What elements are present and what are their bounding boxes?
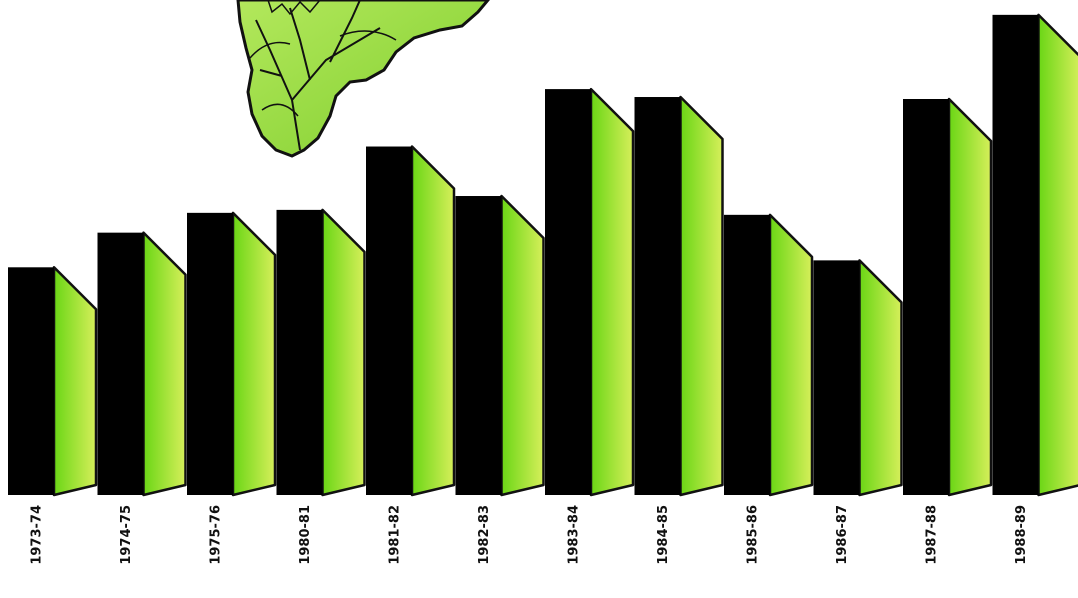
bar-front-face: [903, 99, 949, 495]
bar-front-face: [8, 267, 54, 495]
bar-side-face: [860, 260, 902, 495]
bar-side-face: [54, 267, 96, 495]
bar: [993, 15, 1078, 495]
leaf-shape: [238, 0, 488, 156]
bar-side-face: [323, 210, 365, 495]
bar-side-face: [770, 215, 812, 495]
bar: [456, 196, 544, 495]
bar-side-face: [1039, 15, 1078, 495]
bar: [8, 267, 96, 495]
bar-side-face: [949, 99, 991, 495]
x-tick-label: 1980-81: [298, 505, 313, 565]
bar-front-face: [635, 97, 681, 495]
bar-front-face: [277, 210, 323, 495]
bar-side-face: [591, 89, 633, 495]
bar: [635, 97, 723, 495]
bars-group: [8, 15, 1078, 495]
bar-side-face: [412, 147, 454, 495]
x-tick-label: 1986-87: [835, 505, 850, 565]
bar: [277, 210, 365, 495]
bar-front-face: [993, 15, 1039, 495]
bar-front-face: [456, 196, 502, 495]
bar-front-face: [724, 215, 770, 495]
x-tick-label: 1983-84: [567, 505, 582, 565]
bar: [545, 89, 633, 495]
bar-front-face: [545, 89, 591, 495]
bar-side-face: [681, 97, 723, 495]
bar: [903, 99, 991, 495]
tick-labels-group: 1973-74 1974-75 1975-76 1980-81 1981-82 1982-…: [30, 505, 1030, 565]
x-tick-label: 1973-74: [30, 505, 45, 565]
bar-side-face: [233, 213, 275, 495]
bar: [98, 233, 186, 495]
bar-front-face: [187, 213, 233, 495]
bar-side-face: [502, 196, 544, 495]
x-tick-label: 1987-88: [925, 505, 940, 565]
x-tick-label: 1984-85: [656, 505, 671, 565]
bar-side-face: [144, 233, 186, 495]
x-tick-label: 1988-89: [1014, 505, 1029, 565]
sunflower-leaf-illustration: [238, 0, 488, 156]
x-tick-label: 1981-82: [388, 505, 403, 565]
bar: [187, 213, 275, 495]
x-tick-label: 1975-76: [209, 505, 224, 565]
bar: [366, 147, 454, 495]
bar-front-face: [98, 233, 144, 495]
bar: [814, 260, 902, 495]
x-tick-label: 1982-83: [477, 505, 492, 565]
x-tick-label: 1985-86: [746, 505, 761, 565]
x-tick-label: 1974-75: [119, 505, 134, 565]
bar: [724, 215, 812, 495]
bar-front-face: [814, 260, 860, 495]
bar-front-face: [366, 147, 412, 495]
